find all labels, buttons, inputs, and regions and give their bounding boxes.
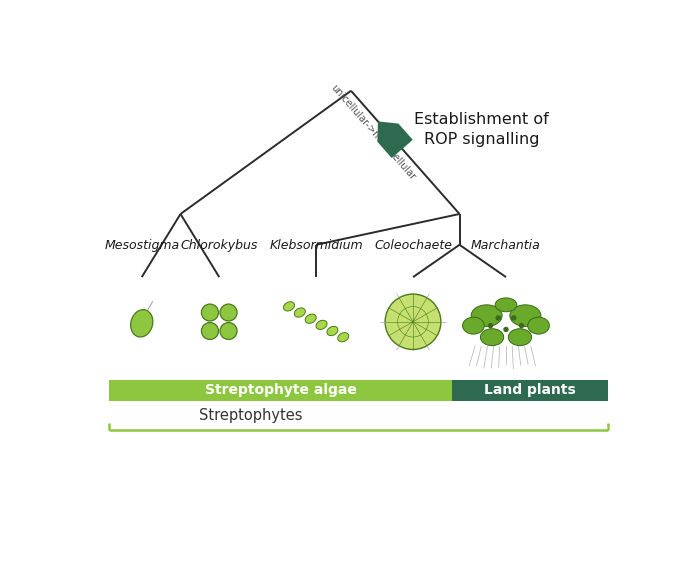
- Ellipse shape: [220, 323, 237, 340]
- Ellipse shape: [528, 317, 550, 334]
- Ellipse shape: [495, 298, 517, 312]
- Circle shape: [488, 323, 494, 328]
- Polygon shape: [377, 121, 413, 158]
- Circle shape: [503, 327, 509, 332]
- Text: Streptophytes: Streptophytes: [199, 408, 302, 423]
- Circle shape: [496, 315, 501, 320]
- Ellipse shape: [508, 329, 531, 346]
- Ellipse shape: [305, 314, 316, 323]
- Ellipse shape: [327, 327, 338, 336]
- Ellipse shape: [316, 320, 327, 329]
- Text: Mesostigma: Mesostigma: [104, 240, 179, 253]
- Ellipse shape: [337, 333, 349, 342]
- Circle shape: [511, 315, 517, 320]
- Text: Coleochaete: Coleochaete: [374, 240, 452, 253]
- Text: Land plants: Land plants: [484, 384, 576, 397]
- Circle shape: [385, 294, 441, 350]
- Ellipse shape: [284, 302, 295, 311]
- Circle shape: [519, 323, 524, 328]
- Text: Streptophyte algae: Streptophyte algae: [204, 384, 356, 397]
- Text: Chlorokybus: Chlorokybus: [181, 240, 258, 253]
- Ellipse shape: [220, 304, 237, 321]
- Ellipse shape: [480, 329, 504, 346]
- Text: unicellular->multicellular: unicellular->multicellular: [329, 82, 418, 182]
- Ellipse shape: [131, 310, 153, 337]
- Ellipse shape: [202, 323, 218, 340]
- Ellipse shape: [463, 317, 484, 334]
- Ellipse shape: [471, 305, 502, 327]
- Ellipse shape: [202, 304, 218, 321]
- Text: Klebsormidium: Klebsormidium: [270, 240, 363, 253]
- Text: Establishment of
ROP signalling: Establishment of ROP signalling: [414, 112, 549, 147]
- Bar: [109, 380, 452, 401]
- Bar: [452, 380, 608, 401]
- Text: Marchantia: Marchantia: [471, 240, 541, 253]
- Ellipse shape: [510, 305, 541, 327]
- Ellipse shape: [294, 308, 305, 317]
